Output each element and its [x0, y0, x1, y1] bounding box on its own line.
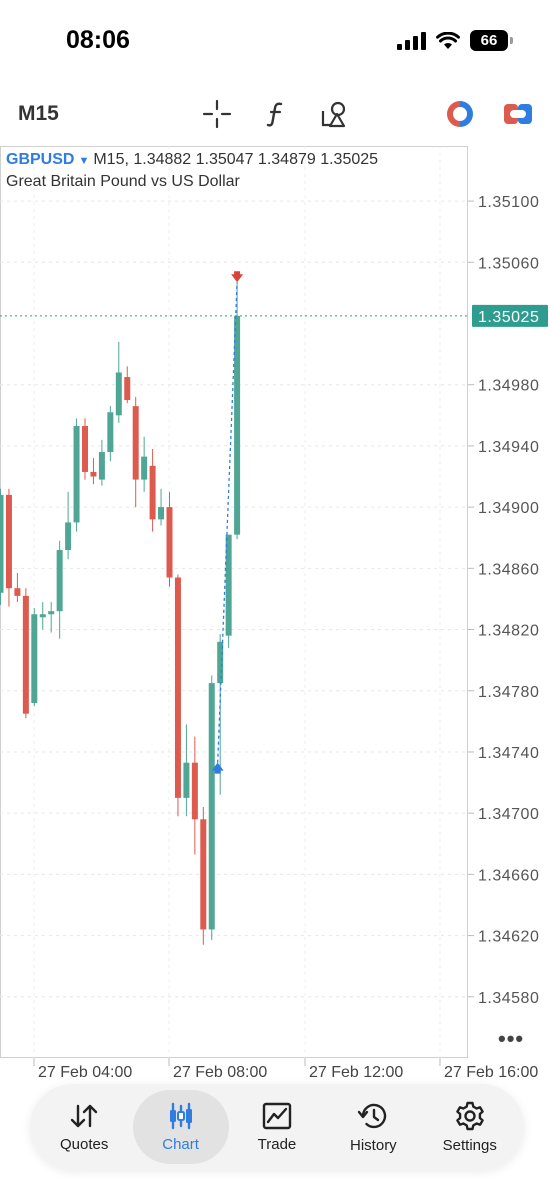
- y-tick-label: 1.34820: [478, 623, 539, 640]
- nav-chart-label: Chart: [162, 1135, 199, 1153]
- x-tick-label: 27 Feb 04:00: [38, 1064, 132, 1080]
- candle-body: [234, 315, 241, 535]
- candle-body: [65, 522, 72, 550]
- nav-settings-label: Settings: [442, 1136, 497, 1154]
- candle-body: [200, 819, 207, 930]
- y-tick-label: 1.34980: [478, 378, 539, 395]
- quotes-icon: [70, 1104, 98, 1127]
- timeframe-button[interactable]: M15: [18, 102, 59, 125]
- trading-icon[interactable]: [442, 96, 478, 132]
- candle-body: [56, 549, 63, 612]
- candle-body: [107, 412, 114, 453]
- candle-body: [31, 614, 38, 703]
- x-tick-label: 27 Feb 16:00: [444, 1064, 538, 1080]
- status-bar: 08:06 66: [0, 0, 554, 80]
- candle-body: [141, 456, 148, 480]
- history-icon: [358, 1103, 387, 1128]
- current-price-label: 1.35025: [478, 309, 539, 326]
- candle-body: [132, 406, 139, 480]
- function-icon[interactable]: [258, 96, 294, 132]
- candle-body: [124, 377, 131, 401]
- candle-body: [98, 452, 105, 480]
- candle-body: [22, 595, 29, 714]
- y-tick-label: 1.35100: [478, 194, 539, 211]
- nav-trade[interactable]: Trade: [229, 1090, 325, 1164]
- candle-body: [90, 471, 97, 477]
- bottom-navigation: Quotes Chart Trade History: [30, 1084, 524, 1170]
- chart-toolbar: M15: [0, 84, 554, 144]
- y-tick-label: 1.34740: [478, 745, 539, 762]
- one-click-trading-icon[interactable]: [500, 96, 536, 132]
- nav-quotes[interactable]: Quotes: [36, 1090, 132, 1164]
- symbol-dropdown-icon[interactable]: ▼: [78, 155, 90, 167]
- candle-body: [208, 683, 215, 930]
- nav-quotes-label: Quotes: [60, 1135, 109, 1153]
- current-price-badge: [472, 304, 548, 327]
- candle-body: [217, 641, 224, 684]
- trade-icon: [262, 1102, 292, 1129]
- candle-body: [48, 611, 55, 615]
- crosshair-icon[interactable]: [199, 96, 235, 132]
- nav-history[interactable]: History: [325, 1090, 421, 1164]
- status-icons: 66: [397, 30, 513, 51]
- nav-history-label: History: [350, 1136, 397, 1154]
- candle-body: [39, 614, 46, 618]
- symbol-description: Great Britain Pound vs US Dollar: [6, 173, 240, 190]
- y-tick-label: 1.34940: [478, 439, 539, 456]
- chart-icon: [169, 1102, 192, 1129]
- plot-frame: [0, 146, 468, 1058]
- cellular-signal-icon: [397, 31, 426, 50]
- wifi-icon: [436, 31, 460, 49]
- y-tick-label: 1.34580: [478, 990, 539, 1007]
- chart-canvas[interactable]: 1.35100 1.35060 1.34980 1.34940 1.34900 1.348…: [0, 146, 554, 1080]
- y-tick-label: 1.34860: [478, 561, 539, 578]
- candle-body: [225, 534, 232, 636]
- battery-icon: 66: [470, 30, 513, 51]
- y-tick-label: 1.34900: [478, 500, 539, 517]
- candle-body: [82, 426, 88, 472]
- trade-connector-line: [217, 282, 238, 763]
- more-options-icon[interactable]: •••: [498, 1026, 525, 1051]
- ohlc-values: M15, 1.34882 1.35047 1.34879 1.35025: [93, 151, 379, 168]
- candle-body: [183, 762, 190, 798]
- price-chart[interactable]: 1.35100 1.35060 1.34980 1.34940 1.34900 1.348…: [0, 146, 554, 1080]
- sell-arrow-icon: [231, 271, 244, 283]
- candle-body: [14, 588, 21, 596]
- nav-trade-label: Trade: [257, 1135, 297, 1153]
- symbol-name[interactable]: GBPUSD: [6, 151, 75, 168]
- x-tick-label: 27 Feb 08:00: [173, 1064, 267, 1080]
- candle-body: [149, 465, 156, 520]
- y-tick-label: 1.34780: [478, 684, 539, 701]
- candle-body: [158, 507, 165, 520]
- candle-body: [5, 494, 12, 589]
- candle-body: [0, 494, 4, 593]
- x-tick-label: 27 Feb 12:00: [309, 1064, 403, 1080]
- nav-settings[interactable]: Settings: [422, 1090, 518, 1164]
- symbol-header: GBPUSD ▼ M15, 1.34882 1.35047 1.34879 1.35…: [6, 151, 378, 169]
- candle-body: [73, 426, 80, 523]
- candle-body: [174, 577, 181, 798]
- objects-icon[interactable]: [317, 96, 353, 132]
- candle-body: [191, 762, 198, 820]
- y-tick-label: 1.34700: [478, 806, 539, 823]
- settings-icon: [455, 1101, 484, 1130]
- y-tick-label: 1.34620: [478, 929, 539, 946]
- candle-body: [115, 372, 122, 416]
- y-tick-label: 1.34660: [478, 867, 539, 884]
- nav-chart[interactable]: Chart: [132, 1090, 229, 1164]
- status-time: 08:06: [66, 26, 130, 54]
- buy-arrow-icon: [211, 762, 224, 774]
- candle-body: [166, 507, 173, 578]
- y-tick-label: 1.35060: [478, 255, 539, 272]
